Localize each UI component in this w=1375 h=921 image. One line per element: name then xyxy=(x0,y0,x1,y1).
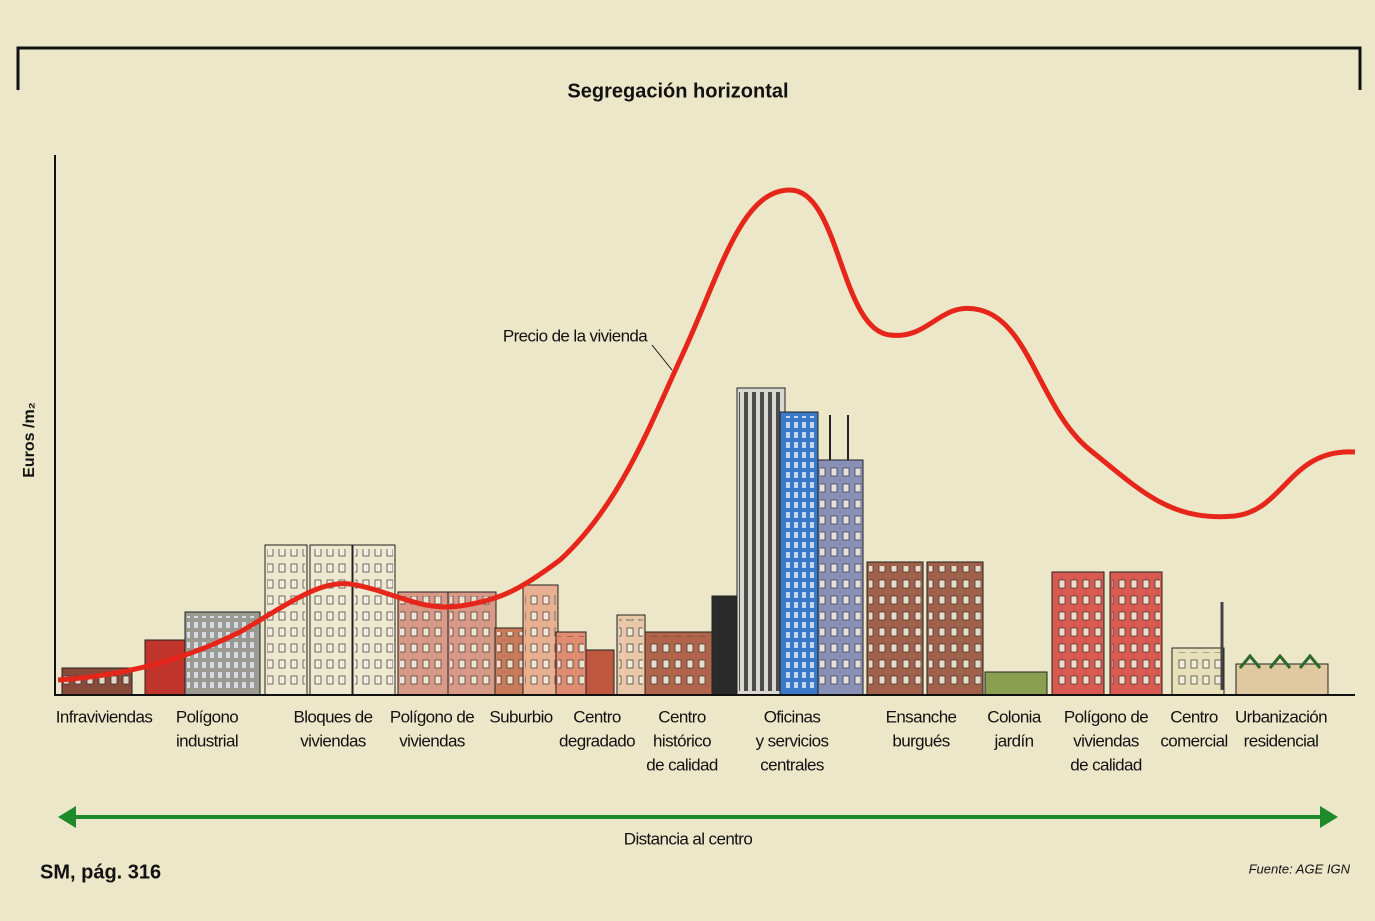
zone-label: Oficinas xyxy=(764,707,821,726)
zone-label: Urbanización xyxy=(1235,707,1327,726)
zone-label: Suburbio xyxy=(489,707,552,726)
building-windows xyxy=(450,596,494,691)
zone-label: degradado xyxy=(559,731,635,750)
zone-label: de calidad xyxy=(1070,755,1142,774)
building-windows xyxy=(782,416,816,691)
building-windows xyxy=(820,464,861,691)
zone-label: burgués xyxy=(892,731,949,750)
diagram: Segregación horizontal Euros /m₂ Precio … xyxy=(0,0,1375,921)
building-windows xyxy=(869,566,921,691)
zone-label: Polígono xyxy=(176,707,238,726)
zone-label: comercial xyxy=(1160,731,1227,750)
zone-label: y servicios xyxy=(756,731,829,750)
zone-label: Polígono de xyxy=(1064,707,1148,726)
curve-label: Precio de la vivienda xyxy=(503,326,648,345)
zone-label: Centro xyxy=(658,707,706,726)
zone-label: Centro xyxy=(1170,707,1218,726)
building-windows xyxy=(1174,652,1222,691)
zone-label: Centro xyxy=(573,707,621,726)
y-axis-label: Euros /m₂ xyxy=(21,402,38,478)
zone-label: Polígono de xyxy=(390,707,474,726)
x-axis-label: Distancia al centro xyxy=(624,829,753,848)
reference: SM, pág. 316 xyxy=(40,861,161,883)
building xyxy=(985,672,1047,695)
zone-label: Colonia xyxy=(987,707,1042,726)
zone-label: viviendas xyxy=(399,731,465,750)
building xyxy=(586,650,614,695)
source: Fuente: AGE IGN xyxy=(1249,861,1351,876)
building-windows xyxy=(355,549,393,691)
building-windows xyxy=(1054,576,1102,691)
zone-label: Infraviviendas xyxy=(56,707,153,726)
building-windows xyxy=(267,549,305,691)
building-windows xyxy=(312,549,350,691)
building xyxy=(1236,664,1328,695)
building-windows xyxy=(497,632,523,691)
building-windows xyxy=(929,566,981,691)
zone-label: histórico xyxy=(653,731,711,750)
zone-label: viviendas xyxy=(1073,731,1139,750)
zone-label: jardín xyxy=(994,731,1034,750)
zone-label: industrial xyxy=(176,731,238,750)
building-windows xyxy=(619,619,643,691)
zone-label: viviendas xyxy=(300,731,366,750)
building-windows xyxy=(400,596,446,691)
title: Segregación horizontal xyxy=(567,80,788,102)
building-windows xyxy=(1112,576,1160,691)
zone-label: Bloques de xyxy=(293,707,372,726)
building-windows xyxy=(739,392,783,691)
zone-label: Ensanche xyxy=(886,707,957,726)
zone-label: de calidad xyxy=(646,755,718,774)
building-windows xyxy=(647,636,710,691)
building-windows xyxy=(525,589,556,691)
building-windows xyxy=(558,636,584,691)
zone-label: centrales xyxy=(760,755,824,774)
background xyxy=(0,0,1375,921)
zone-label: residencial xyxy=(1244,731,1319,750)
